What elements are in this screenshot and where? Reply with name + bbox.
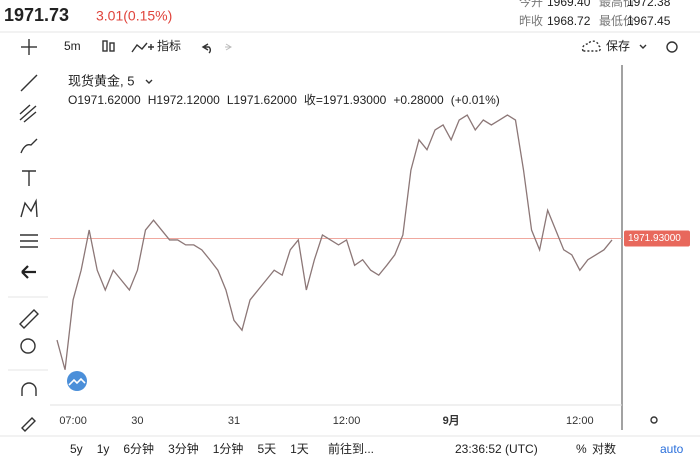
stat-label: 今开 — [519, 0, 543, 9]
price-line-series — [56, 114, 613, 370]
brush-tool[interactable] — [20, 138, 38, 154]
save-menu[interactable] — [639, 44, 647, 49]
chart-type[interactable] — [102, 40, 115, 52]
log-toggle[interactable]: 对数 — [592, 441, 616, 456]
save[interactable]: 保存 — [606, 39, 630, 53]
interval[interactable]: 5m — [64, 39, 81, 53]
range-button[interactable]: 6分钟 — [123, 441, 154, 456]
ohlc-high: H1972.12000 — [148, 93, 220, 107]
logo — [67, 371, 87, 391]
ohlc-low: L1971.62000 — [227, 93, 297, 107]
x-tick-label: 07:00 — [59, 415, 87, 427]
stat-value: 1968.72 — [547, 14, 591, 28]
stat-value: 1969.40 — [547, 0, 591, 9]
range-button[interactable]: 5y — [70, 442, 83, 456]
range-button[interactable]: 3分钟 — [168, 441, 199, 456]
back-tool[interactable] — [21, 265, 36, 279]
clock: 23:36:52 (UTC) — [455, 442, 538, 456]
symbol-menu[interactable] — [145, 79, 153, 84]
ohlc-change-pct: (+0.01%) — [451, 93, 500, 107]
x-tick-label: 12:00 — [566, 415, 594, 427]
ohlc-change: +0.28000 — [393, 93, 444, 107]
last-price: 1971.73 — [4, 5, 69, 25]
left-toolbar — [8, 74, 48, 432]
price-label-box — [624, 230, 690, 247]
prediction-tool[interactable] — [20, 234, 38, 248]
goto-date[interactable]: 前往到... — [328, 441, 374, 456]
trend-line-tool[interactable] — [20, 74, 38, 92]
stat-label: 最高价 — [599, 0, 635, 9]
auto-toggle[interactable]: auto — [660, 442, 684, 456]
settings[interactable] — [666, 41, 678, 53]
stat-value: 1972.38 — [627, 0, 671, 9]
range-button[interactable]: 1y — [97, 442, 110, 456]
x-tick-label: 12:00 — [333, 415, 361, 427]
stat-value: 1967.45 — [627, 14, 671, 28]
cloud[interactable] — [581, 40, 601, 52]
percent-toggle[interactable]: % — [576, 442, 587, 456]
bottom-bar: 5y 1y 6分钟 3分钟 1分钟 5天 1天 前往到... 23:36:52 (UTC)% 对数… — [70, 441, 684, 456]
time-settings[interactable] — [650, 416, 658, 424]
ohlc-legend: O1971.62000 H1972.12000 L1971.62000 收=1971.… — [68, 93, 500, 107]
stat-label: 最低价 — [599, 14, 635, 28]
price-label: 1971.93000 — [628, 233, 681, 244]
indicators[interactable]: 指标 — [157, 38, 181, 53]
indicator-icon[interactable] — [131, 42, 154, 53]
range-button[interactable]: 5天 — [257, 442, 276, 456]
x-tick-label: 31 — [228, 415, 240, 427]
ohlc-close: 收=1971.93000 — [304, 93, 387, 107]
stat-label: 昨收 — [519, 14, 543, 28]
redo — [225, 43, 232, 51]
ruler-tool[interactable] — [19, 309, 39, 329]
pattern-tool[interactable] — [20, 198, 38, 218]
range-button[interactable]: 1天 — [290, 442, 309, 456]
ohlc-open: O1971.62000 — [68, 93, 141, 107]
text-tool[interactable] — [22, 170, 36, 186]
range-button[interactable]: 1分钟 — [213, 441, 244, 456]
x-tick-label: 30 — [131, 415, 143, 427]
plot: 1971.93000 07:00 30 31 12:00 9月 12:00 — [50, 114, 690, 427]
magnet-tool[interactable] — [21, 382, 37, 396]
x-tick-label: 9月 — [443, 414, 460, 427]
zoom-tool[interactable] — [20, 338, 36, 354]
undo[interactable] — [201, 43, 211, 54]
lock-draw-tool[interactable] — [21, 417, 36, 432]
fib-tool[interactable] — [19, 104, 37, 123]
crosshair-tool[interactable] — [21, 39, 37, 55]
price-change: 3.01(0.15%) — [96, 8, 172, 24]
symbol[interactable]: 现货黄金, 5 — [68, 73, 134, 88]
